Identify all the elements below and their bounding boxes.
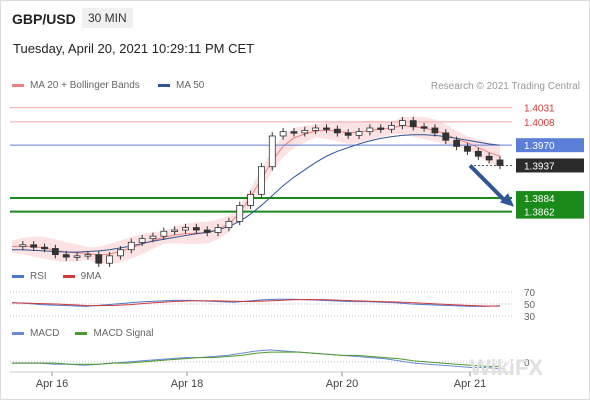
candle-body [149,235,157,240]
level-label-3: 1.3937 [524,161,555,172]
ma9-swatch [62,275,75,278]
ma20-swatch [12,84,24,87]
legend-ma50: MA 50 [158,80,204,91]
candle-body [442,132,450,141]
ma50-line [12,134,501,253]
candle-body [464,146,471,152]
level-label-4: 1.3884 [524,194,555,205]
x-label: Apr 16 [36,378,68,390]
candle-body [214,227,222,233]
candle-body [95,254,103,264]
legend-macd-label: MACD [30,328,60,339]
candle-body [301,130,309,134]
candle-body [420,126,428,129]
candle-body [192,227,200,231]
candle-body [333,128,341,134]
candle-body [138,238,146,243]
level-tag-3 [516,158,584,173]
candle-body [225,221,233,228]
candle-body [182,227,189,231]
candle-body [106,255,113,264]
level-label-0: 1.4031 [524,104,555,115]
candle-body [344,132,352,136]
level-tag-5 [516,204,584,219]
candle-body [62,254,70,258]
level-tag-4 [516,191,584,206]
rsi-tick-30: 30 [524,312,536,323]
rsi-swatch [12,275,24,278]
candle-body [323,127,330,130]
candle-body [19,244,27,248]
rsi-ma9-line [11,298,501,307]
rsi-tick-50: 50 [524,300,536,311]
ma20-line [11,125,501,256]
candle-body [431,127,439,134]
level-label-1: 1.4008 [524,118,555,129]
timeframe-badge[interactable]: 30 MIN [82,8,133,28]
x-label: Apr 20 [326,378,358,390]
level-label-5: 1.3862 [524,208,555,219]
level-tag-2 [516,138,584,153]
legend-ma50-label: MA 50 [176,80,205,91]
macd-signal-swatch [75,332,88,335]
bollinger-band [12,116,500,265]
legend-macd: MACD MACD Signal [12,328,153,339]
candle-body [453,139,461,147]
x-label: Apr 18 [171,378,203,390]
forecast-arrow [468,164,508,204]
candle-body [377,127,385,130]
candle-body [366,127,374,133]
candle-body [279,131,287,137]
candle-body [171,229,179,232]
candle-body [474,150,482,157]
macd-swatch [12,332,24,335]
candle-body [203,229,211,233]
candle-body [160,230,168,237]
candle-body [312,127,320,131]
forecast-arrow-head [500,193,514,207]
candle-body [30,244,38,248]
legend-rsi-label: RSI [30,271,47,282]
legend-ma9-label: 9MA [80,271,102,282]
candle-body [41,246,48,250]
candle-body [290,131,298,134]
candle-body [127,241,135,251]
legend-ma20-label: MA 20 + Bollinger Bands [30,80,140,91]
macd-tick-0: 0 [524,358,530,369]
candle-body [117,249,124,257]
level-label-2: 1.3970 [524,141,555,152]
x-label: Apr 21 [454,378,486,390]
candle-body [485,155,493,161]
candle-body [236,205,244,222]
watermark-text: WikiFX [470,355,543,380]
candle-body [51,248,59,256]
candle-body [84,254,92,257]
credit-label: Research © 2021 Trading Central [430,81,580,92]
symbol-title: GBP/USD [12,11,76,27]
candle-body [247,193,254,206]
candle-body [496,159,504,166]
legend-rsi: RSI 9MA [12,271,101,282]
candle-body [398,120,406,126]
legend-ma20: MA 20 + Bollinger Bands [12,80,140,91]
ma50-swatch [158,84,170,87]
legend-macd-signal-label: MACD Signal [93,328,154,339]
candle-body [258,166,265,195]
candle-body [73,255,81,258]
rsi-tick-70: 70 [524,288,536,299]
candle-body [388,125,395,130]
candle-body [409,120,417,128]
macd-signal-line [12,351,500,367]
candle-body [268,135,276,168]
datetime-label: Tuesday, April 20, 2021 10:29:11 PM CET [13,41,255,56]
candle-body [355,131,363,136]
